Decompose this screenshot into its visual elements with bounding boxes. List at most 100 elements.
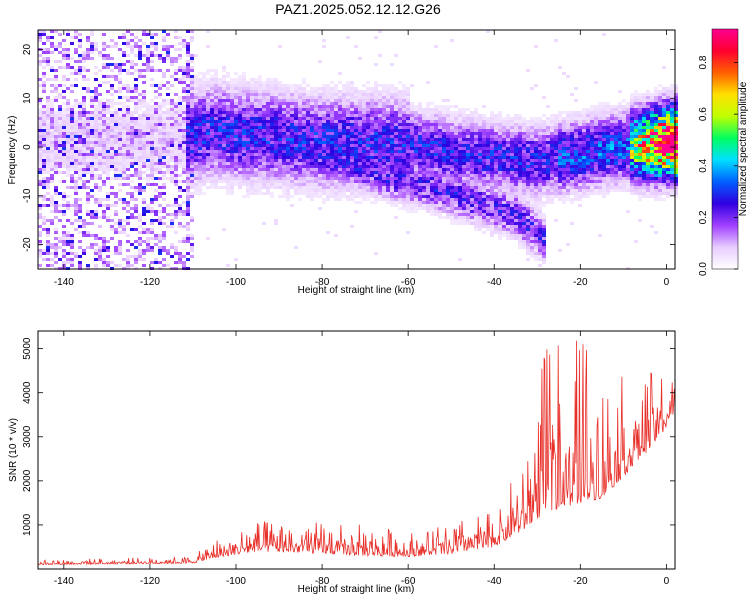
heatmap-cell [210,171,214,174]
heatmap-cell [286,117,290,120]
heatmap-cell [74,213,78,216]
heatmap-cell [338,150,342,153]
heatmap-cell [386,111,390,114]
heatmap-cell [322,120,326,123]
heatmap-cell [414,165,418,168]
heatmap-cell [226,126,230,129]
heatmap-cell [102,138,106,141]
heatmap-cell [38,63,42,66]
heatmap-cell [226,168,230,171]
heatmap-cell [338,102,342,105]
heatmap-cell [390,198,394,201]
heatmap-cell [418,126,422,129]
heatmap-cell [194,129,198,132]
heatmap-cell [394,102,398,105]
heatmap-cell [414,186,418,189]
heatmap-cell [366,120,370,123]
heatmap-cell [318,186,322,189]
heatmap-cell [94,132,98,135]
heatmap-cell [346,126,350,129]
heatmap-cell [258,132,262,135]
heatmap-cell [54,246,58,249]
heatmap-cell [478,132,482,135]
heatmap-cell [394,201,398,204]
heatmap-cell [150,219,154,222]
heatmap-cell [498,237,502,240]
heatmap-cell [366,93,370,96]
heatmap-cell [330,144,334,147]
heatmap-cell [330,114,334,117]
heatmap-cell [210,132,214,135]
heatmap-cell [174,129,178,132]
heatmap-cell [298,84,302,87]
heatmap-cell [422,147,426,150]
heatmap-cell [470,159,474,162]
heatmap-cell [398,120,402,123]
heatmap-cell [94,237,98,240]
heatmap-cell [470,114,474,117]
heatmap-cell [206,159,210,162]
heatmap-cell [222,168,226,171]
heatmap-cell [250,96,254,99]
heatmap-cell [266,189,270,192]
heatmap-cell [406,207,410,210]
heatmap-cell [146,207,150,210]
heatmap-cell [198,177,202,180]
heatmap-cell [370,87,374,90]
heatmap-cell [66,237,70,240]
heatmap-cell [54,120,58,123]
heatmap-cell [402,195,406,198]
heatmap-cell [450,111,454,114]
heatmap-cell [226,192,230,195]
heatmap-cell [158,129,162,132]
heatmap-cell [158,150,162,153]
heatmap-cell [114,252,118,255]
heatmap-cell [462,165,466,168]
heatmap-cell [462,174,466,177]
heatmap-cell [406,231,410,234]
heatmap-cell [346,123,350,126]
heatmap-cell [310,123,314,126]
heatmap-cell [342,105,346,108]
heatmap-cell [134,171,138,174]
heatmap-cell [166,252,170,255]
heatmap-cell [282,117,286,120]
heatmap-cell [50,129,54,132]
heatmap-cell [462,183,466,186]
heatmap-cell [142,42,146,45]
heatmap-cell [506,186,510,189]
heatmap-cell [454,117,458,120]
heatmap-cell [382,99,386,102]
heatmap-cell [142,213,146,216]
heatmap-cell [246,96,250,99]
heatmap-cell [234,105,238,108]
heatmap-cell [94,159,98,162]
heatmap-cell [274,162,278,165]
heatmap-cell [358,108,362,111]
heatmap-cell [370,177,374,180]
heatmap-cell [294,183,298,186]
heatmap-cell [74,33,78,36]
heatmap-cell [486,183,490,186]
heatmap-cell [50,132,54,135]
heatmap-cell [142,33,146,36]
heatmap-cell [102,54,106,57]
heatmap-cell [238,153,242,156]
heatmap-cell [466,219,470,222]
heatmap-cell [442,168,446,171]
heatmap-cell [130,132,134,135]
heatmap-cell [242,78,246,81]
heatmap-cell [134,69,138,72]
heatmap-cell [390,183,394,186]
heatmap-cell [442,129,446,132]
heatmap-cell [130,39,134,42]
heatmap-cell [142,141,146,144]
heatmap-cell [382,156,386,159]
heatmap-cell [366,177,370,180]
heatmap-cell [130,255,134,258]
heatmap-cell [386,84,390,87]
heatmap-cell [78,54,82,57]
heatmap-cell [174,111,178,114]
heatmap-cell [458,195,462,198]
heatmap-cell [138,93,142,96]
